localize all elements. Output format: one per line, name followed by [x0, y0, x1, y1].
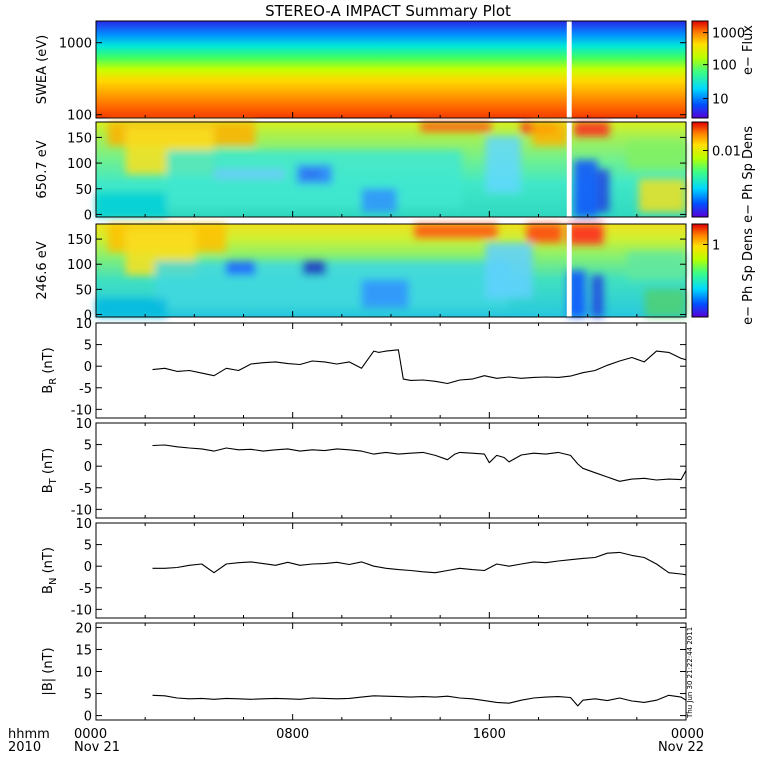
y-tick-label: 0 — [84, 710, 92, 725]
y-axis-label: |B| (nT) — [41, 647, 56, 695]
y-label-main: B — [41, 585, 56, 594]
y-label-unit: (nT) — [41, 547, 56, 577]
year-label: 2010 — [8, 740, 41, 755]
y-tick-label: -10 — [71, 603, 92, 618]
colorbar-tick-label: 10 — [712, 93, 729, 108]
trace-bn — [152, 551, 687, 576]
y-tick-label: 50 — [75, 183, 92, 198]
y-axis-label: 650.7 eV — [35, 140, 50, 198]
y-tick-label: 10 — [75, 417, 92, 432]
data-gap — [566, 21, 572, 118]
colorbar-tick-label: 1000 — [712, 27, 745, 42]
hhmm-label: hhmm — [8, 727, 50, 742]
heatmap-features-pad650 — [96, 122, 686, 217]
y-tick-label: 5 — [84, 688, 92, 703]
colorbar — [692, 122, 708, 217]
colorbar-tick-label: 1 — [712, 238, 720, 253]
colorbar — [692, 21, 708, 118]
y-tick-label: 5 — [84, 539, 92, 554]
y-label-unit: (nT) — [41, 347, 56, 377]
y-label-sub: N — [48, 578, 59, 585]
x-tick-label: 0800 — [276, 727, 309, 742]
y-tick-label: 100 — [67, 258, 92, 273]
y-tick-label: 150 — [67, 131, 92, 146]
y-tick-label: 0 — [84, 208, 92, 223]
y-label-sub: R — [48, 378, 59, 385]
colorbar-label: e− Flux — [741, 25, 756, 75]
y-tick-label: 5 — [84, 339, 92, 354]
y-label-sub: T — [48, 477, 59, 485]
data-gap — [566, 224, 572, 317]
y-tick-label: -5 — [79, 382, 92, 397]
x-tick-label: 0000 — [74, 727, 107, 742]
panel-pad246: 0 50 100 150 246.6 eV 1 e− Ph Sp Dens — [35, 223, 756, 325]
x-date-label: Nov 21 — [74, 740, 120, 755]
y-label-unit: (nT) — [41, 448, 56, 478]
y-tick-label: 100 — [67, 157, 92, 172]
panel-bmag: 20 15 10 5 0 |B| (nT) — [41, 621, 687, 725]
y-label-main: B — [41, 385, 56, 394]
timestamp-label: Thu Jun 30 21:22:44 2011 — [686, 627, 694, 719]
panel-br: 10 5 0 -5 -10 BR (nT) — [41, 317, 687, 419]
colorbar-label: e− Ph Sp Dens — [741, 126, 756, 223]
x-date-label: Nov 22 — [658, 740, 704, 755]
y-tick-label: 0 — [84, 460, 92, 475]
y-tick-label: 10 — [75, 317, 92, 332]
y-tick-label: 0 — [84, 308, 92, 323]
y-tick-label: 150 — [67, 233, 92, 248]
y-tick-label: 1000 — [59, 37, 92, 52]
panel-bt: 10 5 0 -5 -10 BT (nT) — [41, 417, 687, 519]
panel-frame — [95, 422, 687, 519]
panel-frame — [95, 522, 687, 619]
y-axis-label: BT (nT) — [41, 448, 59, 494]
trace-bt — [152, 444, 687, 482]
y-tick-label: -5 — [79, 482, 92, 497]
heatmap-swea — [96, 21, 686, 118]
plot-title: STEREO-A IMPACT Summary Plot — [265, 2, 511, 20]
y-axis-label: BR (nT) — [41, 347, 59, 393]
heatmap-features-pad246 — [96, 224, 686, 317]
x-tick-label: 0000 — [671, 727, 704, 742]
x-tick-label: 1600 — [473, 727, 506, 742]
y-tick-label: 0 — [84, 560, 92, 575]
y-tick-label: -10 — [71, 503, 92, 518]
colorbar-label: e− Ph Sp Dens — [741, 228, 756, 325]
y-tick-label: 10 — [75, 517, 92, 532]
panel-pad650: 0 50 100 150 650.7 eV 0.01 e− Ph Sp Dens — [35, 121, 756, 223]
colorbar — [692, 224, 708, 317]
y-tick-label: -10 — [71, 403, 92, 418]
y-tick-label: 10 — [75, 666, 92, 681]
panel-frame — [95, 622, 687, 721]
y-axis-label: BN (nT) — [41, 547, 59, 594]
trace-bmag — [152, 694, 687, 707]
y-axis-label: 246.6 eV — [35, 241, 50, 299]
colorbar-tick-label: 100 — [712, 59, 737, 74]
y-tick-label: 15 — [75, 643, 92, 658]
y-tick-label: 0 — [84, 360, 92, 375]
panel-bn: 10 5 0 -5 -10 BN (nT) — [41, 517, 687, 619]
y-tick-label: 5 — [84, 439, 92, 454]
y-axis-label: SWEA (eV) — [35, 35, 50, 104]
trace-br — [152, 349, 687, 385]
y-tick-label: 20 — [75, 621, 92, 636]
data-gap — [566, 122, 572, 217]
y-tick-label: 50 — [75, 283, 92, 298]
y-tick-label: 100 — [67, 109, 92, 124]
y-label-main: B — [41, 484, 56, 493]
y-tick-label: -5 — [79, 582, 92, 597]
colorbar-tick-label: 0.01 — [712, 145, 741, 160]
